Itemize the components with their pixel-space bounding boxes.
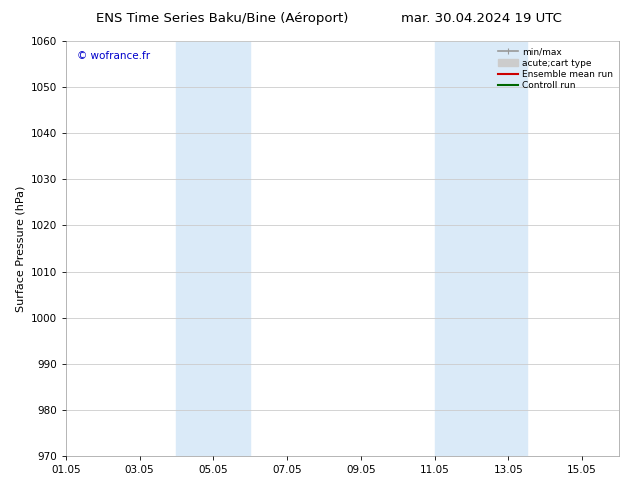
Bar xyxy=(435,41,527,456)
Legend: min/max, acute;cart type, Ensemble mean run, Controll run: min/max, acute;cart type, Ensemble mean … xyxy=(496,46,614,92)
Text: mar. 30.04.2024 19 UTC: mar. 30.04.2024 19 UTC xyxy=(401,12,562,25)
Y-axis label: Surface Pressure (hPa): Surface Pressure (hPa) xyxy=(15,185,25,312)
Bar xyxy=(176,41,250,456)
Text: ENS Time Series Baku/Bine (Aéroport): ENS Time Series Baku/Bine (Aéroport) xyxy=(96,12,348,25)
Text: © wofrance.fr: © wofrance.fr xyxy=(77,51,150,61)
